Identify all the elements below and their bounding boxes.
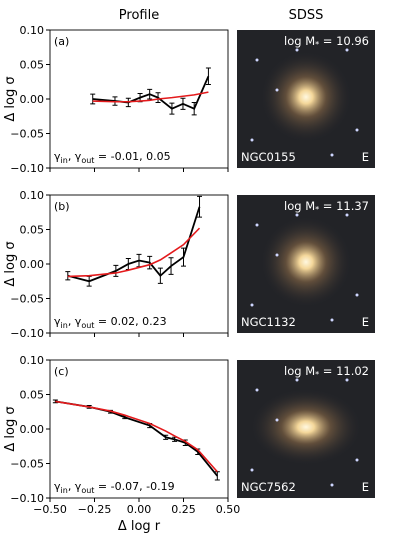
galaxy-name: NGC0155: [241, 150, 296, 164]
profile-line: [67, 206, 201, 283]
star: [330, 483, 334, 487]
annotation: γin, γout = 0.02, 0.23: [54, 315, 167, 330]
galaxy: [261, 217, 351, 307]
mass-label-part: = 11.37: [319, 199, 369, 213]
annotation-part: , γ: [68, 480, 82, 493]
mass-label: log M* = 11.02: [284, 364, 369, 379]
annotation-part: = -0.07, -0.19: [94, 480, 174, 493]
star: [330, 153, 334, 157]
annotation-part: γ: [54, 150, 61, 163]
annotation-part: = 0.02, 0.23: [94, 315, 166, 328]
fit-line: [55, 400, 218, 473]
mass-label-part: *: [315, 370, 319, 379]
y-axis-label: Δ log σ: [3, 76, 18, 121]
star: [255, 223, 259, 227]
annotation-part: out: [81, 486, 94, 495]
plot-frame: [49, 359, 229, 499]
profile-line: [55, 400, 219, 477]
star: [275, 88, 279, 92]
y-tick-label: −0.10: [10, 492, 44, 505]
star: [345, 378, 349, 382]
mass-label-part: *: [315, 40, 319, 49]
star: [250, 303, 254, 307]
star: [250, 138, 254, 142]
x-tick-label: 0.50: [216, 503, 241, 516]
mass-label: log M* = 11.37: [284, 199, 369, 214]
column-title: Profile: [119, 8, 159, 23]
panel-label: (a): [54, 35, 69, 48]
morphology: E: [362, 150, 369, 164]
annotation-part: = -0.01, 0.05: [94, 150, 170, 163]
star: [345, 213, 349, 217]
annotation-part: in: [61, 321, 68, 330]
star: [355, 293, 359, 297]
star: [345, 48, 349, 52]
y-tick-label: 0.05: [20, 59, 45, 72]
annotation-part: out: [81, 321, 94, 330]
y-tick-label: −0.10: [10, 162, 44, 175]
y-axis-label: Δ log σ: [3, 241, 18, 286]
y-axis-label: Δ log σ: [3, 406, 18, 451]
mass-label: log M* = 10.96: [284, 34, 369, 49]
star: [295, 213, 299, 217]
panel-label: (c): [54, 365, 69, 378]
y-tick-label: −0.05: [10, 293, 44, 306]
y-tick-label: 0.05: [20, 389, 45, 402]
annotation-part: in: [61, 486, 68, 495]
mass-label-part: log M: [284, 364, 315, 378]
mass-label-part: log M: [284, 34, 315, 48]
star: [275, 253, 279, 257]
panel-label: (b): [54, 200, 70, 213]
annotation-part: γ: [54, 315, 61, 328]
star: [355, 128, 359, 132]
x-axis-label: Δ log r: [118, 519, 161, 534]
star: [255, 388, 259, 392]
morphology: E: [362, 480, 369, 494]
morphology: E: [362, 315, 369, 329]
mass-label-part: = 11.02: [319, 364, 369, 378]
annotation: γin, γout = -0.01, 0.05: [54, 150, 171, 165]
profile-line: [92, 75, 210, 110]
fit-line: [67, 227, 201, 278]
y-tick-label: 0.10: [20, 354, 45, 367]
galaxy-name: NGC1132: [241, 315, 296, 329]
annotation-part: in: [61, 156, 68, 165]
y-tick-label: 0.00: [20, 423, 45, 436]
annotation-part: , γ: [68, 315, 82, 328]
column-title: SDSS: [289, 8, 324, 23]
y-tick-label: 0.05: [20, 224, 45, 237]
galaxy-name: NGC7562: [241, 480, 296, 494]
y-tick-label: −0.10: [10, 327, 44, 340]
star: [255, 58, 259, 62]
annotation: γin, γout = -0.07, -0.19: [54, 480, 175, 495]
x-tick-label: −0.25: [78, 503, 112, 516]
annotation-part: out: [81, 156, 94, 165]
galaxy: [261, 52, 351, 142]
y-tick-label: 0.10: [20, 24, 45, 37]
y-tick-label: 0.00: [20, 258, 45, 271]
star: [295, 378, 299, 382]
y-tick-label: −0.05: [10, 128, 44, 141]
y-tick-label: −0.05: [10, 458, 44, 471]
mass-label-part: = 10.96: [319, 34, 369, 48]
annotation-part: γ: [54, 480, 61, 493]
y-tick-label: 0.10: [20, 189, 45, 202]
annotation-part: , γ: [68, 150, 82, 163]
mass-label-part: *: [315, 205, 319, 214]
star: [355, 458, 359, 462]
y-tick-label: 0.00: [20, 93, 45, 106]
galaxy: [251, 389, 361, 465]
mass-label-part: log M: [284, 199, 315, 213]
star: [250, 468, 254, 472]
x-tick-label: 0.25: [171, 503, 196, 516]
star: [275, 418, 279, 422]
star: [295, 48, 299, 52]
star: [330, 318, 334, 322]
x-tick-label: 0.00: [127, 503, 152, 516]
x-tick-label: −0.50: [33, 503, 67, 516]
fit-line: [92, 91, 209, 103]
